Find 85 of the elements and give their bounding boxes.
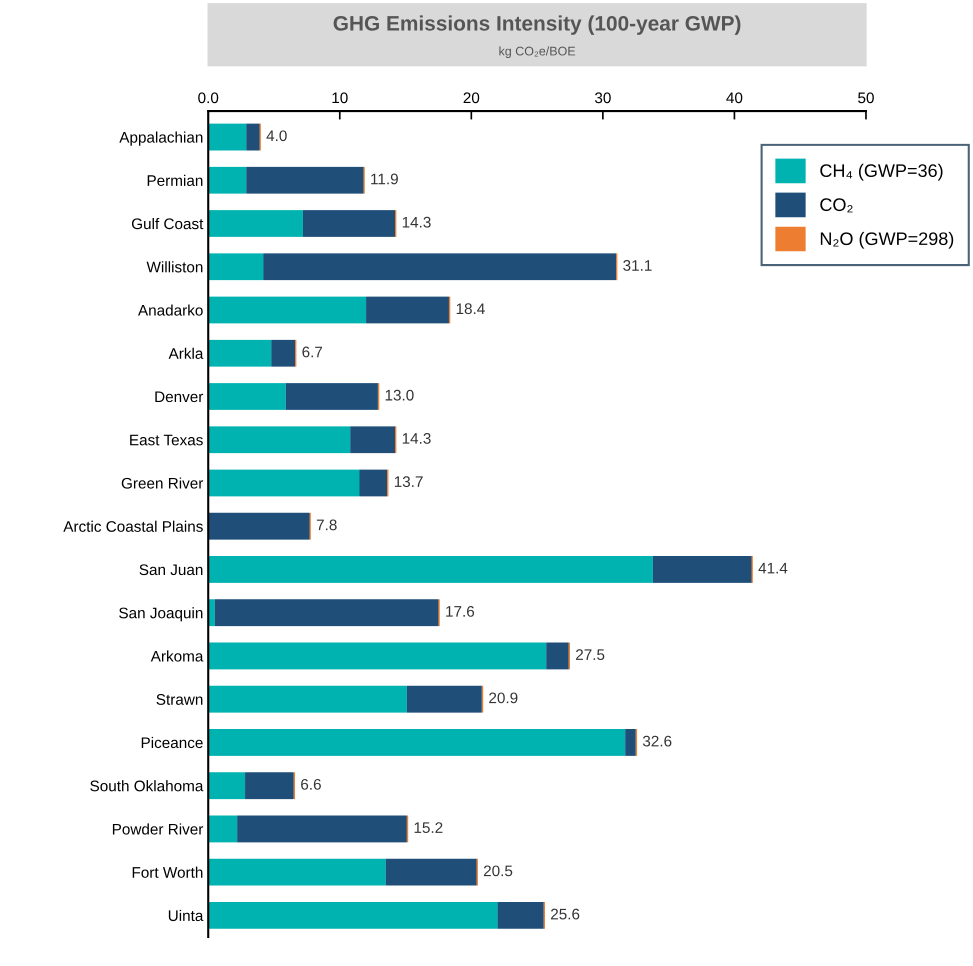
legend-label: CH₄ (GWP=36) [820, 164, 943, 181]
bar [208, 166, 246, 194]
bar [208, 816, 238, 842]
total-label: 4.0 [266, 130, 287, 142]
y-tick-label: Fort Worth [132, 866, 202, 878]
total-label: 13.0 [386, 390, 414, 401]
total-label: 27.5 [576, 649, 604, 660]
total-label: 17.6 [446, 606, 474, 617]
y-tick-label: Permian [148, 174, 202, 186]
bar [208, 902, 498, 929]
y-tick-label: Green River [122, 477, 204, 489]
bar [237, 816, 407, 842]
x-tick-label: 0.0 [198, 92, 218, 104]
chart-title: GHG Emissions Intensity (100-year GWP) [334, 15, 740, 35]
x-tick-label: 40 [726, 92, 742, 104]
total-label: 25.6 [551, 908, 580, 920]
legend-label: N₂O (GWP=298) [820, 232, 954, 249]
bar [208, 210, 303, 237]
bar [263, 253, 616, 280]
y-tick-label: San Juan [140, 564, 202, 576]
bar [366, 296, 449, 324]
y-tick-label: South Oklahoma [90, 780, 204, 792]
bar [208, 340, 272, 367]
total-label: 15.2 [414, 822, 442, 834]
total-label: 18.4 [456, 303, 485, 314]
bar [208, 124, 246, 150]
bar [208, 296, 366, 324]
total-label: 20.9 [489, 692, 518, 704]
y-tick-label: Appalachian [119, 132, 202, 146]
y-tick-label: Powder River [112, 823, 204, 835]
bar [406, 686, 482, 713]
bar [498, 902, 544, 929]
total-label: 31.1 [623, 260, 652, 271]
total-label: 20.5 [484, 865, 512, 876]
total-label: 6.6 [301, 778, 321, 790]
x-tick-label: 30 [594, 92, 611, 104]
total-label: 6.7 [302, 346, 322, 358]
y-tick-label: Strawn [156, 694, 202, 705]
y-tick-label: Arctic Coastal Plains [63, 520, 203, 532]
bar [245, 772, 294, 800]
bar [546, 642, 569, 670]
bar [350, 426, 396, 454]
y-tick-label: San Joaquin [119, 607, 202, 622]
total-label: 11.9 [371, 174, 398, 184]
total-label: 14.3 [402, 433, 431, 444]
chart-subtitle: kg CO₂e/BOE [499, 46, 576, 58]
x-tick-label: 20 [464, 92, 480, 104]
y-tick-label: Anadarko [138, 304, 203, 316]
y-tick-label: Arkla [168, 348, 204, 359]
bar [208, 470, 360, 496]
bar [208, 729, 626, 756]
total-label: 32.6 [642, 736, 672, 747]
x-tick-label: 50 [858, 92, 874, 104]
bar [625, 729, 636, 756]
bar [214, 599, 438, 626]
bar [652, 556, 752, 583]
bar [286, 383, 378, 410]
bar [208, 253, 264, 280]
bar [208, 772, 246, 800]
total-label: 14.3 [402, 216, 431, 228]
legend-label: CO₂ [820, 198, 853, 212]
bar [246, 166, 364, 194]
y-tick-label: Gulf Coast [132, 218, 204, 230]
total-label: 41.4 [758, 562, 788, 574]
bar [208, 383, 286, 410]
bar [208, 858, 386, 886]
bar [208, 512, 310, 540]
y-tick-label: Williston [146, 261, 202, 272]
y-tick-label: Arkoma [150, 650, 204, 662]
y-tick-label: Denver [155, 392, 204, 402]
bar [208, 642, 546, 670]
bar [386, 858, 477, 886]
bar [271, 340, 296, 367]
total-label: 13.7 [394, 476, 423, 488]
y-tick-label: Uinta [168, 910, 204, 922]
bar [360, 470, 388, 496]
bar [302, 210, 396, 237]
bar [208, 556, 653, 583]
bar [246, 124, 260, 150]
x-tick-label: 10 [332, 92, 348, 104]
y-tick-label: East Texas [130, 434, 203, 446]
bar [208, 426, 350, 454]
total-label: 7.8 [316, 520, 337, 530]
y-tick-label: Piceance [142, 736, 203, 748]
bar [208, 686, 407, 713]
